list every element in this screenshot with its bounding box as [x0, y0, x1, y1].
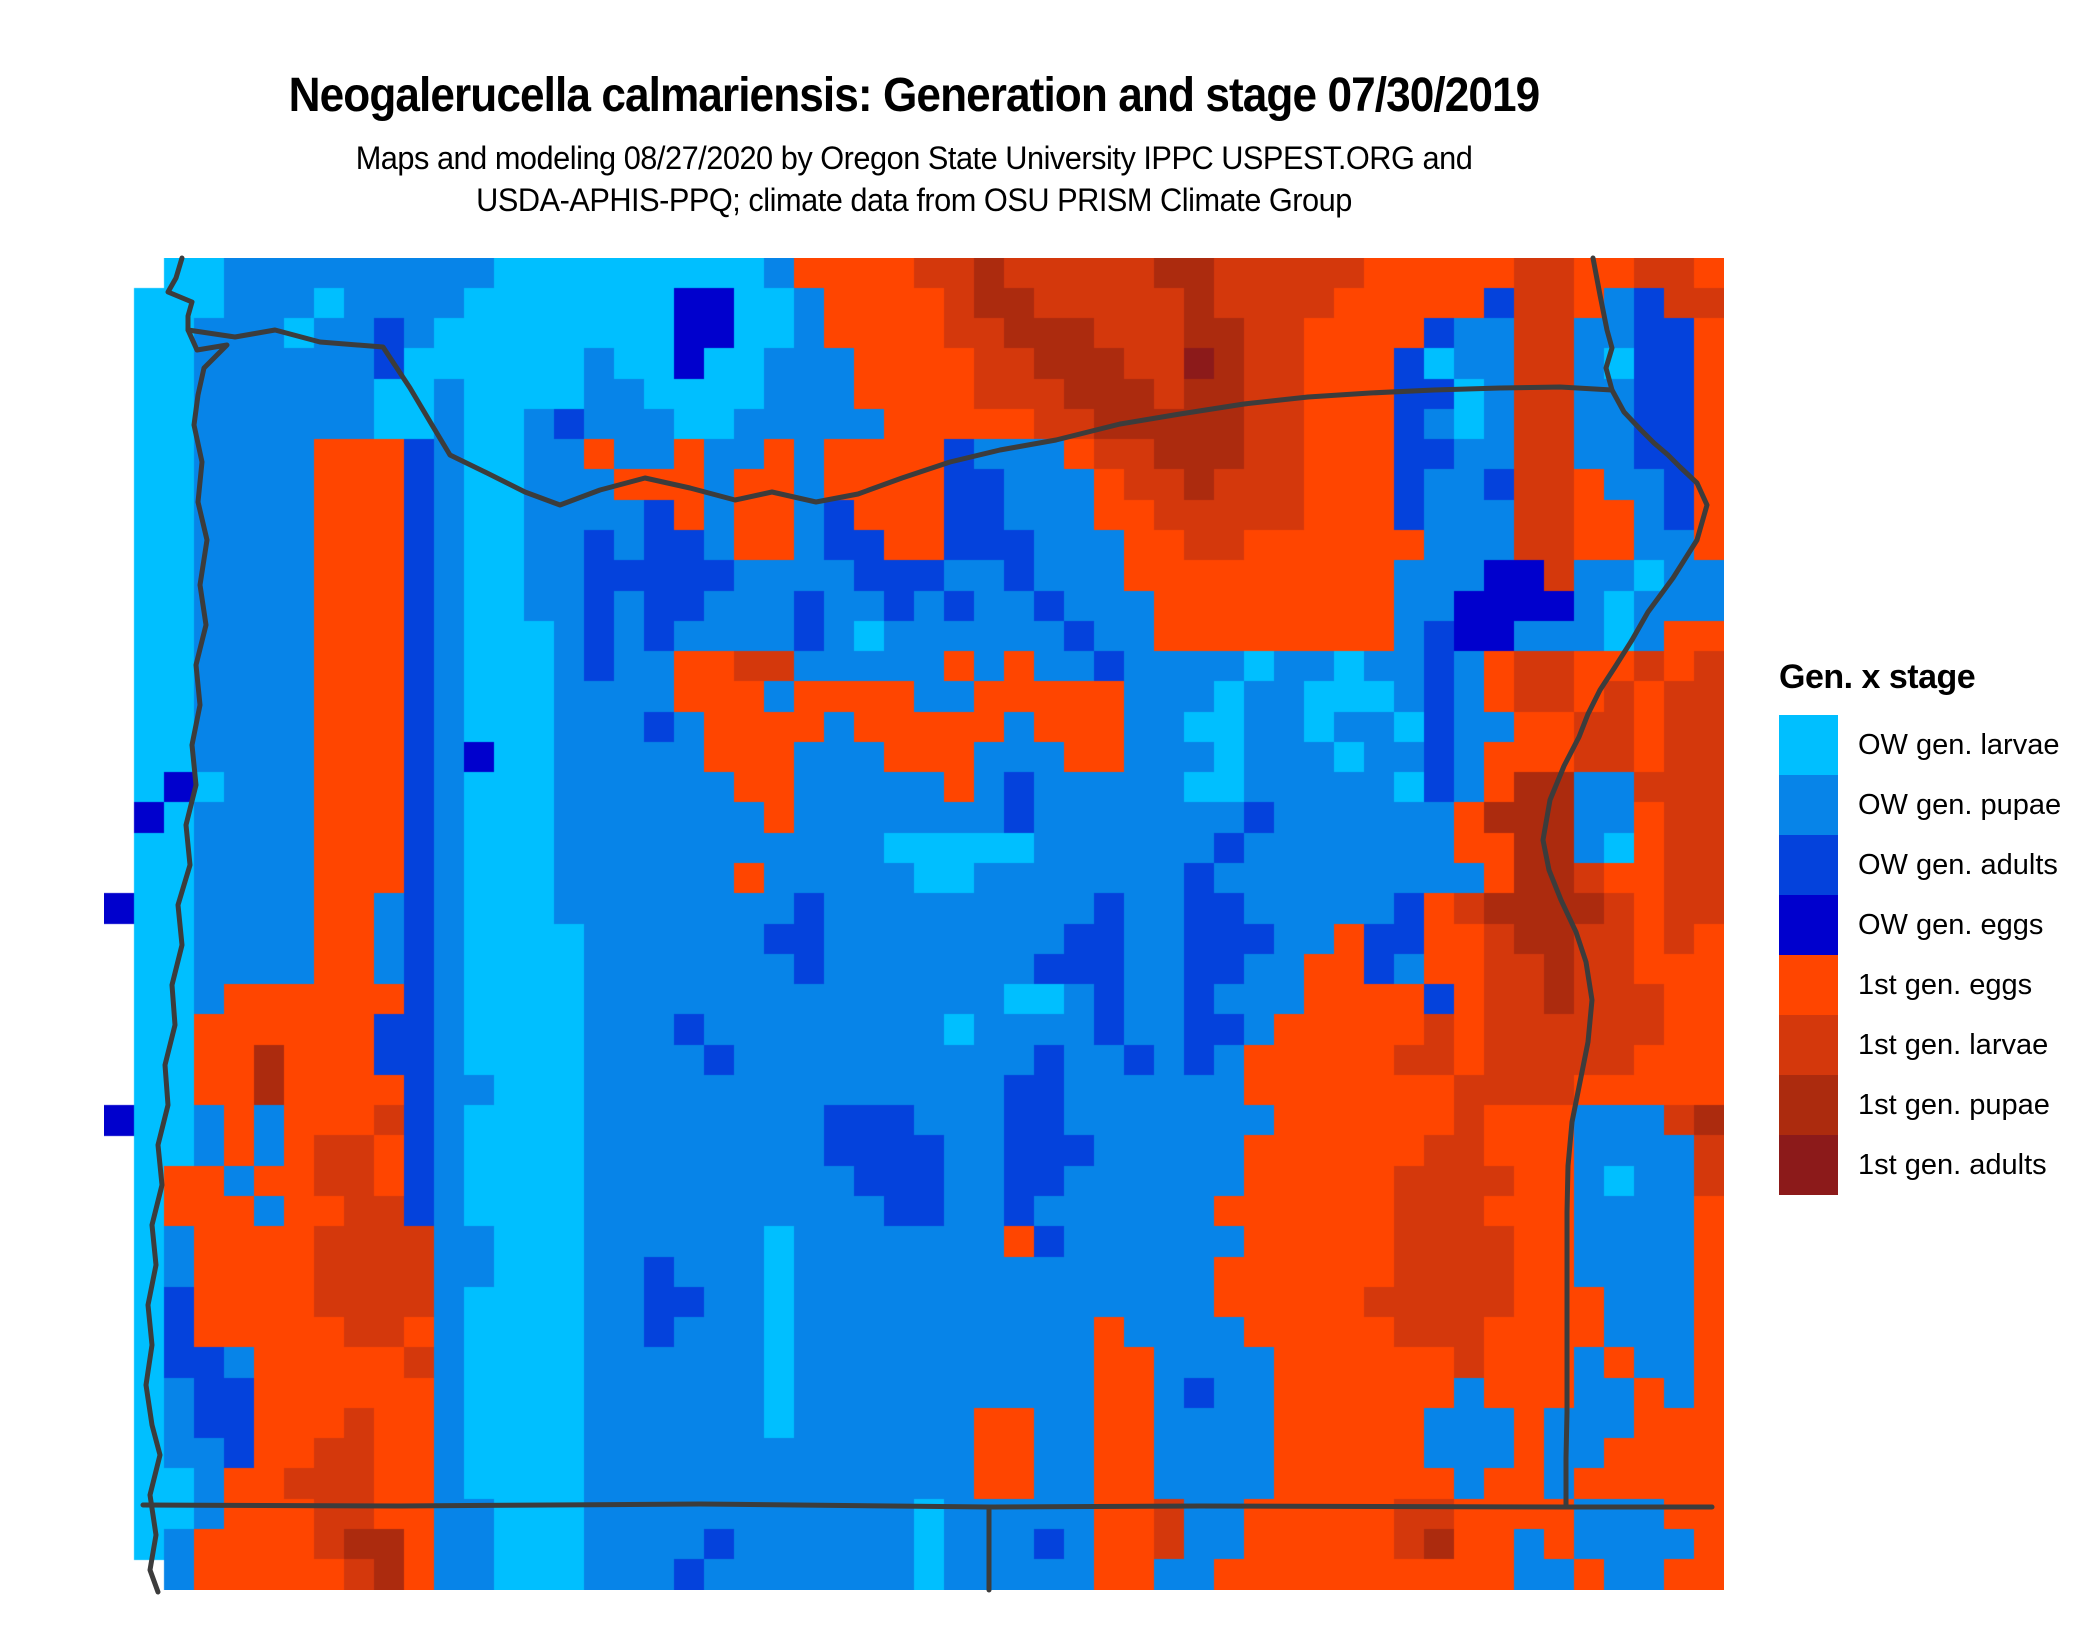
legend-label: OW gen. adults [1858, 848, 2058, 881]
coastline-line [143, 255, 230, 1595]
parallel_42n_border-line [140, 1501, 1715, 1510]
legend-label: OW gen. eggs [1858, 908, 2044, 941]
wa_or_border-line [185, 327, 1615, 508]
map-canvas-area [104, 255, 1724, 1595]
legend-label: 1st gen. larvae [1858, 1028, 2049, 1061]
legend-swatch-1st-larvae [1779, 1015, 1838, 1075]
legend-item: 1st gen. adults [1779, 1135, 2061, 1195]
legend-swatch-1st-pupae [1779, 1075, 1838, 1135]
legend-item: OW gen. adults [1779, 835, 2061, 895]
or_id_border-line [1540, 255, 1710, 1510]
legend-swatch-ow-pupae [1779, 775, 1838, 835]
legend-swatch-ow-adults [1779, 835, 1838, 895]
legend-label: 1st gen. eggs [1858, 968, 2033, 1001]
legend-item: OW gen. larvae [1779, 715, 2061, 775]
legend-label: OW gen. larvae [1858, 728, 2060, 761]
legend-label: 1st gen. pupae [1858, 1088, 2050, 1121]
legend-swatch-1st-adults [1779, 1135, 1838, 1195]
legend-swatch-ow-eggs [1779, 895, 1838, 955]
legend-label: 1st gen. adults [1858, 1148, 2047, 1181]
state-borders [140, 255, 1715, 1595]
legend-item: 1st gen. eggs [1779, 955, 2061, 1015]
page-title: Neogalerucella calmariensis: Generation … [288, 69, 1541, 122]
legend-item: OW gen. pupae [1779, 775, 2061, 835]
legend-items: OW gen. larvae OW gen. pupae OW gen. adu… [1779, 715, 2061, 1195]
legend-swatch-ow-larvae [1779, 715, 1838, 775]
legend-title: Gen. x stage [1779, 658, 1976, 696]
legend-label: OW gen. pupae [1858, 788, 2062, 821]
legend-swatch-1st-eggs [1779, 955, 1838, 1015]
raster-map [104, 258, 1724, 1590]
subtitle-line-1: Maps and modeling 08/27/2020 by Oregon S… [355, 140, 1473, 176]
legend-item: OW gen. eggs [1779, 895, 2061, 955]
legend-item: 1st gen. pupae [1779, 1075, 2061, 1135]
subtitle-line-2: USDA-APHIS-PPQ; climate data from OSU PR… [476, 182, 1352, 218]
legend-item: 1st gen. larvae [1779, 1015, 2061, 1075]
legend: Gen. x stage OW gen. larvae OW gen. pupa… [1779, 658, 2061, 1195]
